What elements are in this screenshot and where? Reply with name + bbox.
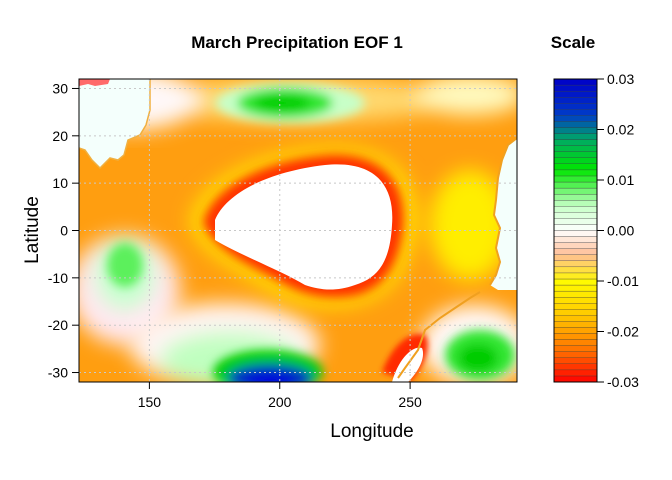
colorbar-swatch	[553, 115, 598, 122]
y-tick-label-30: 30	[52, 80, 68, 96]
colorbar-swatch	[553, 169, 598, 177]
colorbar-swatch	[553, 133, 598, 140]
colorbar-tick-label: -0.01	[607, 273, 639, 289]
contour-field	[79, 79, 517, 382]
colorbar-tick-label: -0.02	[607, 324, 639, 340]
coastline-east	[489, 137, 517, 286]
colorbar-swatch	[553, 345, 598, 352]
colorbar-swatch	[553, 272, 598, 280]
colorbar-swatch	[553, 181, 598, 189]
colorbar-swatch	[553, 230, 598, 237]
colorbar-swatch	[553, 315, 598, 322]
colorbar-swatch	[553, 266, 598, 274]
colorbar-swatch	[553, 242, 598, 249]
colorbar-swatch	[553, 297, 598, 304]
colorbar-swatch	[553, 260, 598, 268]
y-tick-label--10: -10	[48, 270, 68, 286]
colorbar-swatch	[553, 139, 598, 146]
colorbar-swatch	[553, 175, 598, 183]
colorbar-swatch	[553, 109, 598, 116]
negative-core	[215, 164, 393, 290]
x-tick-label-200: 200	[268, 394, 292, 410]
colorbar-tick-label: 0.02	[607, 122, 634, 138]
x-tick-label-150: 150	[138, 394, 162, 410]
colorbar-swatch	[553, 84, 598, 92]
positive-area-southeast-core	[445, 330, 515, 380]
colorbar-swatch	[553, 193, 598, 201]
colorbar-swatch	[553, 206, 598, 213]
colorbar-swatch	[553, 339, 598, 346]
colorbar-swatch	[553, 103, 598, 110]
colorbar-tick-label: 0.00	[607, 223, 634, 239]
colorbar-swatch	[553, 90, 598, 98]
chart-title: March Precipitation EOF 1	[191, 33, 403, 52]
colorbar-swatch	[553, 254, 598, 261]
colorbar-swatch	[553, 127, 598, 134]
colorbar-swatch	[553, 78, 598, 86]
colorbar-swatch	[553, 145, 598, 152]
colorbar-swatch	[553, 97, 598, 104]
colorbar-swatch	[553, 321, 598, 328]
colorbar-swatch	[553, 309, 598, 316]
y-tick-label-0: 0	[60, 223, 68, 239]
colorbar-swatch	[553, 218, 598, 225]
colorbar-title: Scale	[551, 33, 595, 52]
colorbar-swatch	[553, 375, 598, 383]
grid-lines	[79, 79, 517, 382]
y-tick-label--20: -20	[48, 317, 68, 333]
colorbar-swatch	[553, 369, 598, 377]
y-tick-label-20: 20	[52, 128, 68, 144]
colorbar-tick-label: -0.03	[607, 374, 639, 390]
y-axis: -30 -20 -10 0 10 20 30	[48, 80, 80, 381]
colorbar-swatch	[553, 224, 598, 231]
colorbar-swatch	[553, 163, 598, 171]
colorbar-swatch	[553, 363, 598, 371]
land-mask-northwest	[79, 79, 110, 86]
positive-band-north	[215, 83, 365, 123]
colorbar-swatch	[553, 200, 598, 207]
positive-area-southwest-core	[107, 243, 143, 287]
y-axis-title: Latitude	[22, 196, 43, 264]
colorbar: 0.03 0.02 0.01 0.00 -0.01 -0.02 -0.03	[553, 71, 639, 390]
colorbar-swatch	[553, 327, 598, 334]
x-axis: 150 200 250	[138, 381, 422, 410]
colorbar-swatch	[553, 212, 598, 219]
coastline-southeast	[397, 291, 481, 379]
colorbar-swatch	[553, 290, 598, 298]
colorbar-swatch	[553, 303, 598, 310]
positive-core-south	[213, 350, 323, 382]
colorbar-tick-label: 0.01	[607, 172, 634, 188]
colorbar-swatch	[553, 278, 598, 286]
colorbar-swatch	[553, 121, 598, 128]
colorbar-swatch	[553, 187, 598, 195]
x-axis-title: Longitude	[330, 421, 413, 442]
colorbar-swatch	[553, 357, 598, 364]
coastline-west	[79, 79, 151, 170]
colorbar-swatch	[553, 236, 598, 243]
land-mask-west	[79, 79, 150, 168]
colorbar-swatch	[553, 151, 598, 158]
colorbar-swatch	[553, 248, 598, 255]
colorbar-swatch	[553, 333, 598, 340]
colorbar-swatch	[553, 351, 598, 358]
colorbar-swatch	[553, 157, 598, 164]
x-tick-label-250: 250	[398, 394, 422, 410]
land-mask-east	[490, 138, 517, 290]
y-tick-label-10: 10	[52, 175, 68, 191]
colorbar-tick-label: 0.03	[607, 71, 634, 87]
colorbar-swatch	[553, 284, 598, 292]
y-tick-label--30: -30	[48, 365, 68, 381]
